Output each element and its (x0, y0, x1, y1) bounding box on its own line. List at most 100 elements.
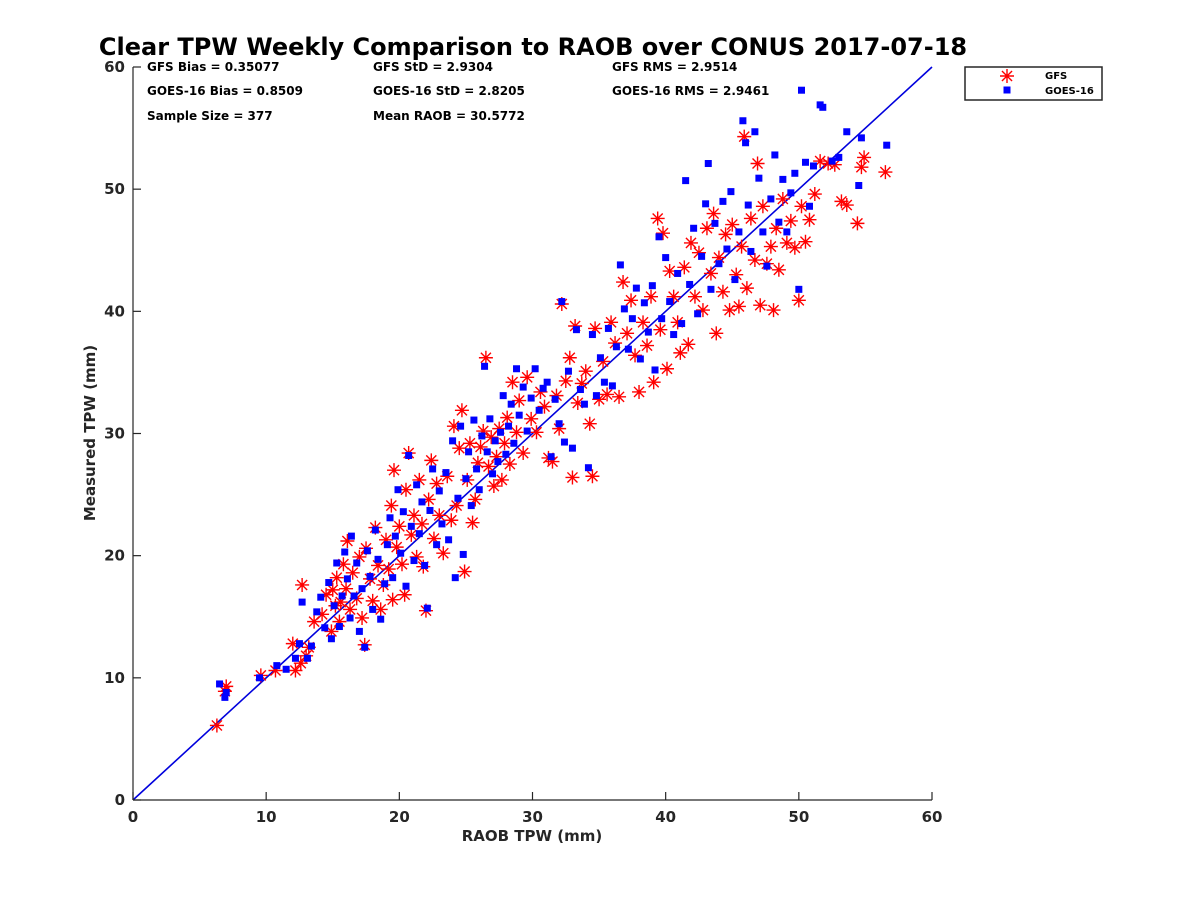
goes16-point (539, 384, 547, 392)
goes16-point (438, 520, 446, 528)
goes16-point (711, 219, 719, 227)
gfs-point (779, 235, 794, 250)
goes16-point (371, 526, 379, 534)
goes16-point (494, 458, 502, 466)
gfs-point (497, 436, 512, 451)
goes16-point (558, 298, 566, 306)
goes16-point (343, 575, 351, 583)
gfs-point (473, 439, 488, 454)
gfs-point (857, 150, 872, 165)
goes16-point (327, 635, 335, 643)
goes16-point (467, 502, 475, 510)
goes16-point (628, 315, 636, 323)
goes16-point (636, 355, 644, 363)
goes16-point (291, 654, 299, 662)
gfs-point (624, 293, 639, 308)
gfs-point (462, 436, 477, 451)
goes16-point (475, 486, 483, 494)
goes16-point (755, 174, 763, 182)
one-to-one-line (132, 66, 933, 801)
gfs-point (766, 303, 781, 318)
goes16-point (783, 228, 791, 236)
gfs-point (385, 592, 400, 607)
goes16-point (584, 464, 592, 472)
goes16-point (445, 536, 453, 544)
gfs-point (600, 387, 615, 402)
goes16-point (795, 285, 803, 293)
goes16-point (797, 86, 805, 94)
goes16-point (616, 261, 624, 269)
goes16-point (707, 285, 715, 293)
goes16-point (759, 228, 767, 236)
goes16-point (805, 202, 813, 210)
gfs-point (821, 156, 836, 171)
goes16-point (402, 582, 410, 590)
gfs-point (737, 129, 752, 144)
goes16-point (843, 128, 851, 136)
gfs-point (739, 281, 754, 296)
gfs-point (769, 221, 784, 236)
reference-line-group (132, 66, 933, 801)
gfs-point (502, 457, 517, 472)
goes16-point (341, 548, 349, 556)
gfs-point (588, 321, 603, 336)
goes16-point (273, 662, 281, 670)
goes16-point (719, 197, 727, 205)
gfs-point (670, 315, 685, 330)
gfs-point (827, 157, 842, 172)
goes16-point (510, 439, 518, 447)
gfs-point (636, 315, 651, 330)
goes16-point (507, 400, 515, 408)
goes16-point (313, 608, 321, 616)
goes16-point (486, 415, 494, 423)
goes16-point (462, 475, 470, 483)
gfs-point (332, 614, 347, 629)
goes16-point (470, 416, 478, 424)
goes16-point (694, 310, 702, 318)
gfs-point (834, 194, 849, 209)
goes16-point (648, 282, 656, 290)
gfs-point (706, 206, 721, 221)
goes16-point (391, 532, 399, 540)
y-axis-label: Measured TPW (mm) (81, 345, 99, 521)
gfs-point (509, 425, 524, 440)
gfs-point (384, 498, 399, 513)
gfs-point (219, 679, 234, 694)
goes16-point (399, 508, 407, 516)
gfs-point (753, 298, 768, 313)
goes16-point (478, 432, 486, 440)
stats-block: GFS Bias = 0.35077 GFS StD = 2.9304 GFS … (147, 60, 769, 123)
gfs-point (568, 318, 583, 333)
gfs-point (562, 350, 577, 365)
gfs-point (839, 198, 854, 213)
x-tick-label: 40 (655, 808, 676, 826)
gfs-series (209, 129, 893, 733)
gfs-point (324, 624, 339, 639)
gfs-point (628, 348, 643, 363)
stat-gfs-rms: GFS RMS = 2.9514 (612, 60, 737, 74)
goes16-point (819, 103, 827, 111)
axes: 0 10 20 30 40 50 60 0 10 20 30 40 50 60 (104, 58, 942, 826)
goes16-point (791, 169, 799, 177)
goes16-point (547, 453, 555, 461)
goes16-point (568, 444, 576, 452)
gfs-point (592, 392, 607, 407)
gfs-point (729, 267, 744, 282)
gfs-point (574, 376, 589, 391)
gfs-point (293, 656, 308, 671)
gfs-point (604, 315, 619, 330)
gfs-point (656, 226, 671, 241)
goes16-point (835, 153, 843, 161)
stat-gfs-bias: GFS Bias = 0.35077 (147, 60, 279, 74)
goes16-point (751, 128, 759, 136)
gfs-point (494, 472, 509, 487)
gfs-point (725, 217, 740, 232)
gfs-point (783, 213, 798, 228)
goes16-point (346, 614, 354, 622)
goes16-point (457, 422, 465, 430)
goes16-point (779, 175, 787, 183)
gfs-point (691, 245, 706, 260)
goes16-point (317, 593, 325, 601)
